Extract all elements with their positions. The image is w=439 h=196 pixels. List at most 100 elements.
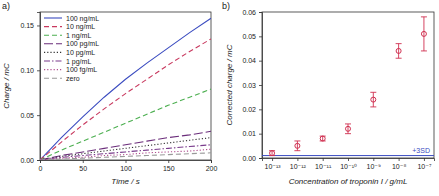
data-point [295,143,300,148]
tick-mark [259,12,262,13]
tick: 0.00 [242,155,262,162]
panel: 10⁻¹³ 10⁻¹² 10⁻¹¹ 10⁻¹⁰ 10⁻⁹ 10⁻⁸ 10⁻⁷ 0.00 0.01… [222,1,435,186]
tick-label: 0.03 [242,82,256,89]
tick: 0.00 [20,157,40,164]
series-line [40,89,211,160]
tick-label: 0.01 [242,130,256,137]
y-axis-title: Charge / mC [2,63,11,109]
tick: 10⁻⁸ [392,158,406,170]
error-bar [421,17,427,51]
error-bar [396,44,402,59]
legend-label: 100 pg/mL [66,40,99,48]
figure: 0 50 100 150 200 0.00 0.05 0.10 0.15 a) Time / s Ch… [0,0,439,196]
legend-swatch [44,26,62,27]
series-line [40,149,211,160]
x-axis: 0 50 100 150 200 [39,160,218,172]
legend-label: 1 ng/mL [66,32,91,40]
tick: 0.10 [20,67,40,74]
tick-mark [373,158,374,161]
legend-label: 1 pg/mL [66,58,91,66]
tick-mark [259,158,262,159]
tick: 0.06 [242,9,262,16]
data-point [421,31,426,36]
tick-mark [259,61,262,62]
tick-label: 200 [206,165,218,172]
panel: 0 50 100 150 200 0.00 0.05 0.10 0.15 a) Time / s Ch… [2,1,217,186]
tick-label: 0.04 [242,57,256,64]
tick: 200 [206,160,218,172]
legend-swatch [44,43,62,44]
tick: 0.01 [242,130,262,137]
tick-mark [297,158,298,161]
threshold-line [262,155,434,156]
plot-frame [262,12,434,158]
tick: 150 [163,160,175,172]
tick-label: 10⁻⁹ [367,163,381,170]
tick-label: 150 [163,165,175,172]
panel-title: b) [222,1,230,11]
x-axis-title: Time / s [111,177,139,186]
tick-label: 10⁻¹³ [264,163,281,170]
tick: 10⁻¹³ [264,158,281,170]
error-bar [294,141,300,151]
legend-label: 100 fg/mL [66,66,97,74]
tick: 100 [120,160,132,172]
tick-mark [168,160,169,163]
tick-mark [259,85,262,86]
series-line [40,18,211,160]
x-axis: 10⁻¹³ 10⁻¹² 10⁻¹¹ 10⁻¹⁰ 10⁻⁹ 10⁻⁸ 10⁻⁷ [263,158,435,170]
legend-swatch [44,69,62,70]
data-point [320,136,325,141]
tick: 0.05 [242,33,262,40]
plot-area [40,18,211,160]
legend-label: 100 ng/mL [66,15,99,23]
tick-label: 0.15 [20,22,34,29]
series-line [40,138,211,160]
tick: 10⁻¹¹ [315,158,332,170]
legend-label: zero [66,75,80,82]
tick-mark [348,158,349,161]
legend-swatch [44,35,62,36]
tick: 0.05 [20,112,40,119]
series-line [40,39,211,160]
data-point [371,97,376,102]
data-point [346,126,351,131]
tick-label: 0.10 [20,67,34,74]
series-line [40,145,211,160]
tick-mark [259,134,262,135]
tick-mark [272,158,273,161]
tick-label: 10⁻⁸ [392,163,406,170]
tick: 10⁻¹⁰ [340,158,357,170]
y-axis: 0.00 0.05 0.10 0.15 [20,13,40,164]
axis-line [37,13,41,161]
tick-label: 50 [79,165,87,172]
series-line [40,131,211,160]
error-bar [370,92,376,107]
tick-mark [399,158,400,161]
tick: 0.02 [242,106,262,113]
series-line [40,153,211,160]
tick-label: 0.06 [242,9,256,16]
y-axis-title: Corrected charge / mC [225,44,234,125]
tick-label: 100 [120,165,132,172]
legend-swatch [44,78,62,79]
tick: 10⁻¹² [290,158,307,170]
tick: 0.03 [242,82,262,89]
panel-title: a) [2,1,10,11]
error-bar [320,136,326,141]
tick-mark [37,115,40,116]
tick-mark [37,70,40,71]
annotation: +3SD [412,147,430,154]
x-axis-title: Concentration of troponin I / g/mL [289,177,408,186]
tick: 10⁻⁷ [417,158,431,170]
legend-swatch [44,60,62,61]
tick-label: 10⁻¹¹ [315,163,332,170]
legend-label: 10 ng/mL [66,23,95,31]
tick-mark [211,160,212,163]
legend: 100 ng/mL10 ng/mL1 ng/mL100 pg/mL10 pg/m… [44,15,99,82]
error-bar [345,124,351,134]
y-axis: 0.00 0.01 0.02 0.03 0.04 0.05 0.06 [242,9,262,162]
tick-label: 10⁻¹² [290,163,307,170]
plot-area [262,17,434,156]
tick: 0 [39,160,43,172]
